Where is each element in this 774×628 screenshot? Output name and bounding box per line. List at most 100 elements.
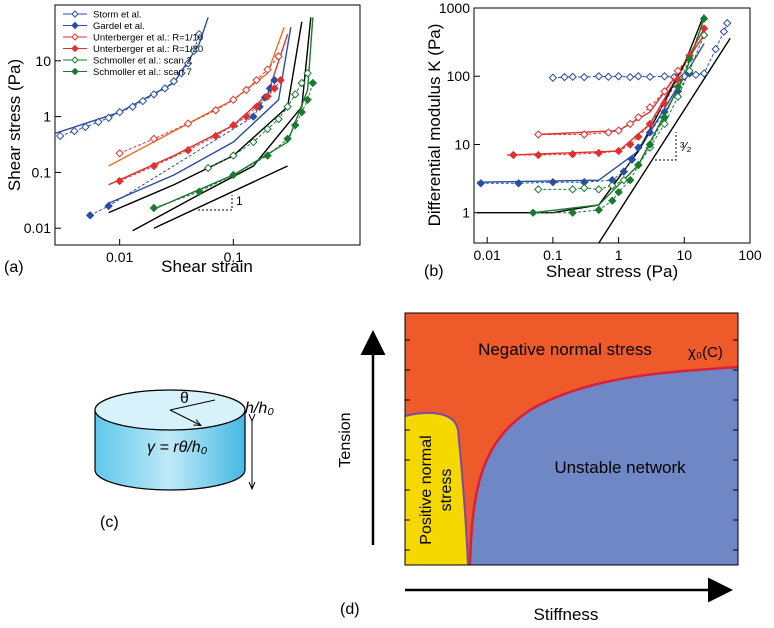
legend-label: Gardel et al. — [93, 21, 145, 32]
y-tick-label: 10 — [35, 53, 51, 69]
x-tick-label: 10 — [677, 247, 693, 263]
data-point — [308, 78, 318, 88]
data-point — [608, 196, 617, 205]
data-point — [183, 145, 193, 155]
data-point — [149, 161, 159, 171]
series-line — [60, 34, 200, 137]
data-point — [211, 131, 220, 141]
angle-label: θ — [180, 390, 189, 407]
region-label: Positive normal — [418, 435, 435, 544]
data-point — [104, 201, 113, 211]
y-tick-label: 0.1 — [32, 164, 52, 180]
fit-line — [476, 43, 705, 183]
data-point — [568, 150, 577, 159]
data-point — [283, 134, 292, 144]
data-point — [149, 90, 159, 99]
data-point — [645, 140, 655, 149]
data-point — [297, 107, 307, 117]
data-point — [104, 113, 113, 123]
data-point — [634, 113, 643, 122]
data-point — [580, 72, 589, 82]
series-line — [119, 79, 281, 182]
data-point — [673, 82, 683, 92]
data-point — [614, 72, 623, 81]
data-point — [634, 132, 643, 141]
data-point — [303, 95, 312, 105]
data-point — [203, 163, 213, 173]
series-line — [552, 22, 728, 79]
legend-marker — [71, 33, 79, 41]
legend-marker — [71, 67, 79, 76]
phase-diagram — [360, 312, 739, 603]
data-point — [115, 107, 124, 117]
plot-area — [476, 14, 732, 243]
data-point — [70, 126, 79, 136]
data-point — [619, 175, 629, 185]
axis-title: Stiffness — [534, 605, 599, 624]
data-point — [270, 84, 279, 93]
data-point — [699, 14, 709, 23]
series-line — [480, 73, 690, 184]
data-point — [115, 149, 124, 158]
data-point — [568, 72, 577, 82]
data-point — [514, 179, 523, 188]
data-point — [138, 96, 148, 106]
y-tick-label: 1 — [462, 205, 470, 221]
data-point — [160, 84, 170, 93]
data-point — [645, 72, 655, 82]
slope-triangle — [655, 132, 677, 161]
data-point — [625, 175, 635, 185]
data-point — [229, 95, 238, 105]
legend-label: Storm et al. — [93, 10, 142, 21]
data-point — [699, 30, 709, 40]
data-point — [276, 75, 285, 85]
data-point — [94, 117, 103, 127]
data-point — [242, 85, 251, 95]
x-tick-label: 1 — [615, 247, 623, 263]
plot-frame — [54, 4, 361, 246]
series-line — [538, 34, 705, 136]
y-tick-label: 100 — [447, 68, 471, 84]
data-point — [560, 72, 569, 82]
data-point — [229, 170, 238, 180]
y-axis-title: Differential modulus K (Pa) — [425, 24, 444, 227]
data-point — [660, 119, 669, 129]
panel-label: (c) — [100, 514, 119, 531]
data-point — [534, 150, 543, 160]
data-point — [645, 119, 655, 129]
data-point — [270, 75, 279, 85]
data-point — [691, 70, 701, 80]
data-point — [263, 124, 272, 134]
data-point — [183, 119, 193, 128]
data-point — [660, 99, 669, 108]
legend-label: Schmoller et al.: scan 7 — [93, 67, 192, 78]
axis-title: Tension — [337, 412, 354, 467]
plot-area — [55, 17, 318, 232]
data-point — [614, 187, 623, 197]
data-point — [594, 185, 604, 194]
data-point — [548, 178, 558, 187]
data-point — [263, 151, 272, 160]
data-point — [660, 72, 669, 81]
data-point — [625, 119, 635, 129]
x-tick-label: 0.01 — [106, 249, 133, 265]
x-tick-label: 0.01 — [474, 247, 501, 263]
data-point — [252, 75, 261, 85]
x-axis-title: Shear strain — [161, 257, 253, 276]
data-point — [242, 112, 251, 121]
data-point — [673, 92, 683, 101]
data-point — [194, 29, 204, 39]
data-point — [85, 211, 95, 220]
data-point — [274, 114, 283, 124]
data-point — [685, 54, 694, 64]
data-point — [634, 72, 643, 81]
strain-label: γ = rθ/h₀ — [147, 439, 208, 456]
data-point — [249, 112, 258, 121]
data-point — [81, 122, 90, 132]
data-point — [149, 134, 159, 144]
data-point — [673, 66, 683, 76]
plot-frame — [473, 7, 751, 244]
data-point — [509, 150, 518, 160]
data-point — [608, 181, 617, 190]
